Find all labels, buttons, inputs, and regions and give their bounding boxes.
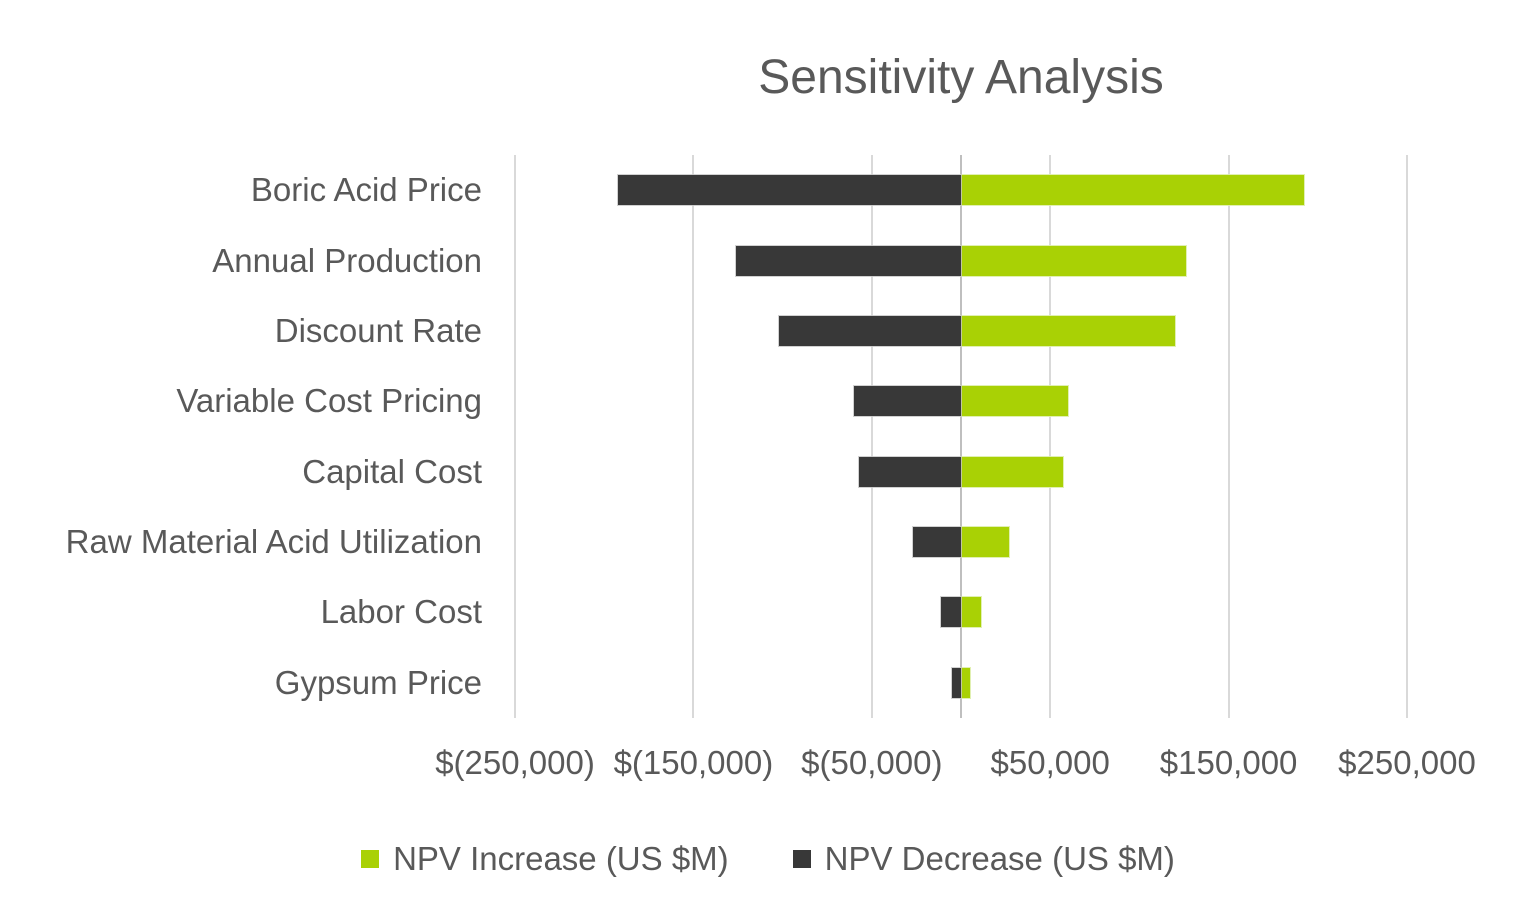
npv-increase-bar: [961, 386, 1069, 417]
npv-decrease-bar: [912, 527, 961, 558]
legend-label: NPV Decrease (US $M): [824, 840, 1175, 877]
npv-increase-bar: [961, 527, 1010, 558]
npv-increase-bar: [961, 456, 1063, 487]
category-row: [515, 577, 1407, 647]
category-row: [515, 296, 1407, 366]
npv-increase-bar: [961, 667, 970, 698]
npv-decrease-bar: [618, 175, 961, 206]
legend-item: NPV Decrease (US $M): [792, 840, 1175, 878]
npv-increase-bar: [961, 245, 1186, 276]
x-axis-tick-label: $(150,000): [613, 744, 774, 781]
gridline: [1406, 155, 1408, 718]
npv-decrease-bar: [736, 245, 961, 276]
gridline: [870, 155, 873, 718]
chart-title: Sensitivity Analysis: [758, 51, 1164, 104]
npv-decrease-bar: [853, 386, 961, 417]
category-label: Boric Acid Price: [250, 171, 482, 209]
category-label: Labor Cost: [320, 593, 482, 631]
npv-decrease-bar: [859, 456, 961, 487]
npv-increase-bar: [961, 597, 981, 628]
x-axis-tick-label: $(50,000): [801, 744, 943, 781]
category-row: [515, 648, 1407, 718]
bar-rows: [515, 155, 1407, 718]
x-axis-tick-label: $50,000: [990, 744, 1110, 781]
gridline: [1049, 155, 1052, 718]
category-row: [515, 437, 1407, 507]
legend-label: NPV Increase (US $M): [393, 840, 729, 877]
category-row: [515, 155, 1407, 225]
category-label: Raw Material Acid Utilization: [65, 523, 482, 561]
x-axis-tick-label: $(250,000): [435, 744, 595, 781]
category-label: Annual Production: [212, 241, 482, 279]
gridline: [1227, 155, 1230, 718]
npv-decrease-bar: [952, 667, 961, 698]
category-row: [515, 366, 1407, 436]
legend-swatch-icon: [792, 850, 811, 868]
zero-axis-line: [960, 155, 962, 718]
gridline: [692, 155, 695, 718]
legend-swatch-icon: [361, 850, 380, 868]
legend: NPV Increase (US $M) NPV Decrease (US $M): [0, 840, 1536, 878]
category-label: Variable Cost Pricing: [176, 382, 482, 420]
category-label: Gypsum Price: [274, 663, 482, 701]
category-row: [515, 507, 1407, 577]
legend-item: NPV Increase (US $M): [361, 840, 729, 878]
npv-increase-bar: [961, 175, 1304, 206]
npv-increase-bar: [961, 315, 1176, 346]
x-axis-tick-label: $250,000: [1338, 744, 1476, 781]
category-axis-labels: Boric Acid Price Annual Production Discoun…: [0, 155, 482, 718]
category-label: Capital Cost: [302, 452, 482, 490]
npv-decrease-bar: [779, 315, 961, 346]
plot-area: [514, 155, 1408, 718]
gridline: [514, 155, 516, 718]
category-row: [515, 225, 1407, 295]
npv-decrease-bar: [941, 597, 961, 628]
category-label: Discount Rate: [274, 311, 482, 349]
x-axis-tick-label: $150,000: [1159, 744, 1298, 781]
x-axis: $(250,000) $(150,000) $(50,000) $50,000 $150…: [435, 744, 1476, 790]
